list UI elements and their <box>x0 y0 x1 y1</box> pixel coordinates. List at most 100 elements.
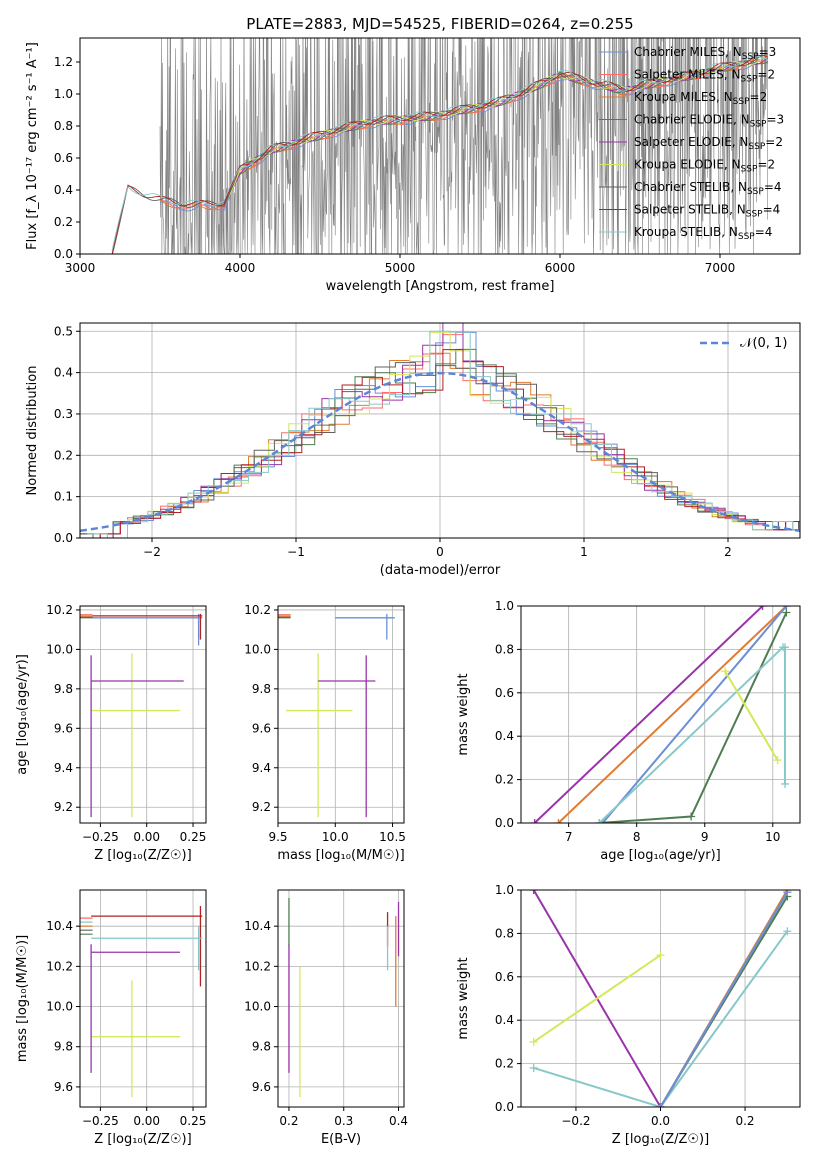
series-marker <box>758 606 767 610</box>
x-tick-label: 6000 <box>545 261 576 275</box>
y-tick-label: 10.0 <box>46 642 73 656</box>
y-tick-label: 1.0 <box>54 87 73 101</box>
x-tick-label: 0.3 <box>334 1114 353 1128</box>
x-tick-label: 0.2 <box>735 1114 754 1128</box>
histogram-step-7 <box>80 362 800 538</box>
y-tick-label: 1.0 <box>495 599 514 613</box>
x-tick-label: 0.25 <box>180 830 207 844</box>
series-marker <box>529 1037 538 1046</box>
series-line <box>533 930 789 1107</box>
x-tick-label: 2 <box>724 545 732 559</box>
x-tick-label: 0.00 <box>133 830 160 844</box>
model-line-8 <box>111 54 769 254</box>
model-line-6 <box>223 54 769 206</box>
y-tick-label: 1.0 <box>495 883 514 897</box>
y-tick-label: 10.2 <box>244 603 271 617</box>
y-axis-label: mass weight <box>456 673 471 755</box>
y-tick-label: 9.6 <box>252 721 271 735</box>
y-tick-label: 0.2 <box>54 215 73 229</box>
plot-area-weight_vs_age <box>530 606 791 823</box>
plot-area-age_vs_z <box>80 613 203 818</box>
axes-frame <box>79 889 207 1108</box>
y-tick-label: 0.0 <box>54 247 73 261</box>
x-tick-label: 10.5 <box>379 830 406 844</box>
legend-label: Salpeter MILES, NSSP=2 <box>634 68 775 85</box>
legend-label: Kroupa STELIB, NSSP=4 <box>634 225 772 242</box>
y-tick-label: 0.2 <box>495 773 514 787</box>
histogram-step-4 <box>80 348 800 538</box>
y-tick-label: 10.0 <box>244 1000 271 1014</box>
series-marker <box>773 756 782 765</box>
x-tick-label: 5000 <box>385 261 416 275</box>
x-axis-label: E(B-V) <box>321 1132 361 1147</box>
y-tick-label: 0.8 <box>495 926 514 940</box>
axes-frame <box>79 605 207 824</box>
panel-mass_vs_z: −0.25 0.00 0.25 9.6 9.8 10.0 10.2 10.4 Z [log₁₀(… <box>15 889 207 1147</box>
y-axis-label: mass weight <box>456 957 471 1039</box>
y-tick-label: 9.8 <box>252 682 271 696</box>
series-marker <box>554 819 563 823</box>
series-marker <box>656 1103 665 1107</box>
x-tick-label: −0.25 <box>82 830 119 844</box>
model-line-2 <box>159 59 769 211</box>
legend-label: Chabrier ELODIE, NSSP=3 <box>634 113 784 130</box>
y-tick-label: 9.4 <box>54 761 73 775</box>
y-tick-label: 0.4 <box>54 183 73 197</box>
plot-area-mass_vs_ebv <box>288 898 400 1097</box>
legend-label: Salpeter ELODIE, NSSP=2 <box>634 135 783 152</box>
axes-frame <box>520 605 801 824</box>
x-axis-label: Z [log₁₀(Z/Z☉)] <box>612 1132 709 1147</box>
series-line <box>659 891 789 1107</box>
series-marker <box>781 779 790 788</box>
panel-weight_vs_z: −0.2 0.0 0.2 0.0 0.2 0.4 0.6 0.8 1.0 Z [log₁₀(Z/Z… <box>456 883 801 1147</box>
series-marker <box>782 608 791 617</box>
x-tick-label: −1 <box>287 545 305 559</box>
x-tick-label: 8 <box>633 830 641 844</box>
x-axis-label: wavelength [Angstrom, rest frame] <box>326 279 555 294</box>
y-tick-label: 0.6 <box>495 970 514 984</box>
panel-residuals: 𝒩(0, 1) −2 −1 0 1 2 0.0 0.1 0.2 0.3 0.4 0.5 (data-mo… <box>25 322 801 578</box>
legend-label: Chabrier MILES, NSSP=3 <box>634 45 776 62</box>
y-tick-label: 0.5 <box>54 324 73 338</box>
legend-label: 𝒩(0, 1) <box>740 336 787 351</box>
x-tick-label: 0.25 <box>180 1114 207 1128</box>
x-tick-label: −0.2 <box>561 1114 590 1128</box>
y-tick-label: 0.4 <box>495 729 514 743</box>
series-marker <box>529 890 538 894</box>
y-tick-label: 9.8 <box>54 1040 73 1054</box>
series-line <box>557 606 788 823</box>
y-axis-label: age [log₁₀(age/yr)] <box>15 654 30 775</box>
model-line-5 <box>223 57 769 203</box>
y-axis-label: Flux [f_λ 10⁻¹⁷ erg cm⁻² s⁻¹ A⁻¹] <box>25 42 40 250</box>
y-tick-label: 0.4 <box>495 1013 514 1027</box>
series-line <box>533 954 662 1043</box>
y-tick-label: 10.4 <box>46 919 73 933</box>
y-axis-label: mass [log₁₀(M/M☉)] <box>15 935 30 1062</box>
axes-frame <box>277 889 405 1108</box>
series-marker <box>783 890 792 897</box>
y-tick-label: 10.0 <box>46 1000 73 1014</box>
x-tick-label: −0.25 <box>82 1114 119 1128</box>
x-tick-label: 10 <box>765 830 780 844</box>
y-tick-label: 9.2 <box>252 800 271 814</box>
y-tick-label: 9.2 <box>54 800 73 814</box>
plot-area-residuals <box>80 323 800 538</box>
plot-area-weight_vs_z <box>529 890 792 1107</box>
y-tick-label: 0.0 <box>54 531 73 545</box>
series-marker <box>656 951 665 960</box>
x-tick-label: 0.4 <box>389 1114 408 1128</box>
histogram-step-3 <box>87 352 800 538</box>
series-marker <box>781 643 790 652</box>
y-tick-label: 0.4 <box>54 366 73 380</box>
y-tick-label: 0.8 <box>495 642 514 656</box>
y-tick-label: 0.2 <box>495 1057 514 1071</box>
y-tick-label: 0.3 <box>54 407 73 421</box>
x-axis-label: (data-model)/error <box>380 563 501 578</box>
series-marker <box>595 819 604 823</box>
x-axis-label: age [log₁₀(age/yr)] <box>600 848 721 863</box>
y-axis-label: Normed distribution <box>25 366 40 496</box>
panel-age_vs_mass: 9.5 10.0 10.5 9.2 9.4 9.6 9.8 10.0 10.2 mass [log… <box>244 603 406 863</box>
y-tick-label: 0.6 <box>54 151 73 165</box>
normal-curve <box>80 371 800 533</box>
